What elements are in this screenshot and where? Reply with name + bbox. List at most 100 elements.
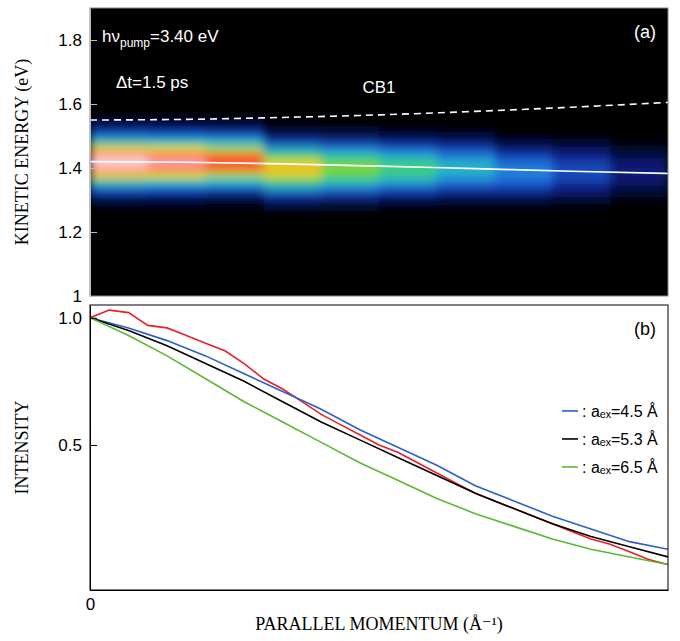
heat-cell bbox=[495, 197, 553, 204]
heat-cell bbox=[437, 178, 495, 185]
tick: 1.4 bbox=[58, 159, 97, 178]
heat-cell bbox=[206, 165, 264, 172]
heat-cell bbox=[379, 203, 437, 210]
heat-cell bbox=[610, 184, 668, 191]
heat-cell bbox=[148, 184, 206, 191]
heat-cell bbox=[321, 126, 379, 133]
heat-cell bbox=[206, 190, 264, 197]
tick-label: 0.5 bbox=[58, 436, 82, 455]
heat-cell bbox=[552, 178, 610, 185]
heat-cell bbox=[206, 126, 264, 133]
heat-cell bbox=[148, 178, 206, 185]
heat-cell bbox=[263, 171, 321, 178]
heat-cell bbox=[495, 152, 553, 159]
heat-cell bbox=[437, 210, 495, 217]
heat-cell bbox=[552, 158, 610, 165]
heat-cell bbox=[610, 210, 668, 217]
heat-cell bbox=[437, 203, 495, 210]
heat-cell bbox=[379, 120, 437, 127]
heat-cell bbox=[321, 171, 379, 178]
heat-cell bbox=[263, 197, 321, 204]
heat-cell bbox=[552, 146, 610, 153]
heat-cell bbox=[437, 184, 495, 191]
heat-cell bbox=[495, 114, 553, 121]
legend-item: : aₑₓ=5.3 Å bbox=[562, 430, 658, 448]
heat-cell bbox=[90, 190, 148, 197]
legend-swatch bbox=[562, 466, 578, 468]
heat-cell bbox=[610, 203, 668, 210]
tick: 1.0 bbox=[58, 309, 97, 328]
heat-cell bbox=[495, 120, 553, 127]
panel: 0.51.00INTENSITYPARALLEL MOMENTUM (Å⁻¹)(… bbox=[12, 305, 669, 635]
plot-background bbox=[90, 8, 668, 296]
heat-cell bbox=[495, 133, 553, 140]
axis-line bbox=[90, 9, 91, 297]
heat-cell bbox=[379, 152, 437, 159]
tick-label: 0 bbox=[86, 595, 95, 614]
heat-cell bbox=[495, 203, 553, 210]
tick-mark bbox=[90, 318, 97, 319]
panel: 11.21.41.61.8KINETIC ENERGY (eV)(a)hνpum… bbox=[12, 8, 669, 306]
heat-cell bbox=[206, 171, 264, 178]
heat-cell bbox=[206, 146, 264, 153]
heat-cell bbox=[495, 210, 553, 217]
heat-cell bbox=[495, 171, 553, 178]
heat-cell bbox=[321, 203, 379, 210]
heat-cell bbox=[610, 146, 668, 153]
tick-mark bbox=[90, 296, 97, 297]
heat-cell bbox=[610, 152, 668, 159]
tick-mark bbox=[90, 40, 97, 41]
heat-cell bbox=[552, 184, 610, 191]
tick-mark bbox=[90, 583, 91, 590]
heat-cell bbox=[437, 152, 495, 159]
heat-cell bbox=[90, 203, 148, 210]
heat-cell bbox=[206, 210, 264, 217]
heat-cell bbox=[379, 171, 437, 178]
heat-cell bbox=[379, 146, 437, 153]
heat-cell bbox=[379, 190, 437, 197]
tick: 1 bbox=[73, 287, 97, 306]
annotation: hνpump=3.40 eV bbox=[102, 27, 219, 50]
heat-cell bbox=[552, 190, 610, 197]
legend-label: : aₑₓ=4.5 Å bbox=[582, 402, 658, 420]
heat-cell bbox=[379, 139, 437, 146]
series-label: CB1 bbox=[362, 78, 395, 97]
heat-cell bbox=[206, 158, 264, 165]
x-axis: 0 bbox=[86, 583, 669, 614]
plot-area bbox=[90, 102, 668, 216]
tick-label: 1 bbox=[73, 287, 82, 306]
heat-cell bbox=[263, 165, 321, 172]
heat-cell bbox=[379, 197, 437, 204]
heat-cell bbox=[379, 126, 437, 133]
tick-label: 1.4 bbox=[58, 159, 82, 178]
heat-cell bbox=[552, 126, 610, 133]
heat-cell bbox=[552, 197, 610, 204]
annotation-text: Δt=1.5 ps bbox=[116, 73, 188, 92]
heat-cell bbox=[437, 139, 495, 146]
series-line bbox=[90, 102, 668, 120]
heat-cell bbox=[90, 171, 148, 178]
heat-cell bbox=[148, 120, 206, 127]
panel-label: (b) bbox=[634, 319, 656, 339]
heat-cell bbox=[610, 133, 668, 140]
plot-area bbox=[90, 310, 668, 564]
heat-cell bbox=[148, 203, 206, 210]
annotation: Δt=1.5 ps bbox=[116, 73, 188, 92]
tick-label: 1.0 bbox=[58, 309, 82, 328]
heat-cell bbox=[206, 139, 264, 146]
tick-mark bbox=[90, 232, 97, 233]
heat-cell bbox=[263, 203, 321, 210]
plot-frame bbox=[90, 305, 668, 590]
heat-cell bbox=[321, 133, 379, 140]
heat-cell bbox=[321, 178, 379, 185]
heat-cell bbox=[206, 197, 264, 204]
heat-cell bbox=[206, 203, 264, 210]
heat-cell bbox=[610, 190, 668, 197]
heat-cell bbox=[495, 146, 553, 153]
heat-cell bbox=[495, 190, 553, 197]
heat-cell bbox=[321, 146, 379, 153]
heat-cell bbox=[321, 184, 379, 191]
tick-label: 1.2 bbox=[58, 223, 82, 242]
heat-cell bbox=[610, 165, 668, 172]
heat-cell bbox=[206, 152, 264, 159]
